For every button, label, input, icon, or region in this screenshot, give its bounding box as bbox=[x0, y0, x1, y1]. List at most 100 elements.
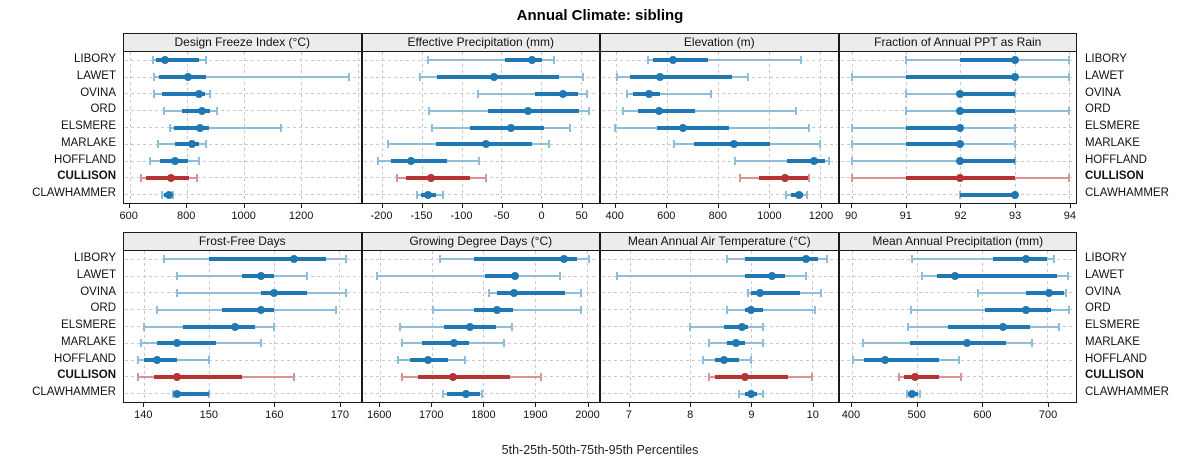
interquartile-bar-25th-75th bbox=[960, 58, 1015, 63]
median-dot bbox=[907, 389, 916, 398]
median-dot bbox=[172, 389, 181, 398]
station-label-hoffland: HOFFLAND bbox=[1085, 352, 1147, 365]
axis-tick-label: 700 bbox=[1038, 409, 1058, 421]
figure-caption: 5th-25th-50th-75th-95th Percentiles bbox=[501, 443, 699, 457]
axis-tick-mark bbox=[186, 204, 188, 208]
horizontal-gridline bbox=[602, 393, 837, 395]
axis-tick-label: 1200 bbox=[288, 210, 314, 222]
axis-tick-mark bbox=[535, 403, 537, 407]
axis-tick-label: 50 bbox=[575, 210, 588, 222]
median-dot bbox=[668, 56, 677, 65]
median-dot bbox=[747, 305, 756, 314]
whisker-cap bbox=[905, 106, 908, 115]
station-label-hoffland: HOFFLAND bbox=[54, 352, 116, 365]
median-dot bbox=[795, 190, 804, 199]
station-labels-right: LIBORY LAWET OVINA ORD ELSMERE MARLAKE HOFFLAN… bbox=[1077, 33, 1200, 231]
whisker-cap bbox=[260, 339, 263, 348]
panel-x-axis: -200 -150 -100 -50 0 50 bbox=[362, 204, 601, 230]
station-label-marlake: MARLAKE bbox=[1085, 136, 1140, 149]
axis-tick-mark bbox=[982, 403, 984, 407]
axis-tick-label: 1900 bbox=[523, 409, 548, 421]
whisker-cap bbox=[195, 173, 198, 182]
axis-tick-mark bbox=[541, 204, 543, 208]
median-dot bbox=[730, 140, 739, 149]
station-label-marlake: MARLAKE bbox=[61, 136, 116, 149]
panel-7: Mean Annual Precipitation (mm) 400 500 600 7… bbox=[838, 232, 1078, 430]
whisker-cap bbox=[762, 389, 765, 398]
whisker-cap bbox=[707, 339, 710, 348]
whisker-cap bbox=[347, 73, 350, 82]
median-dot bbox=[426, 173, 435, 182]
station-label-cullison: CULLISON bbox=[57, 369, 116, 382]
horizontal-gridline bbox=[840, 194, 1075, 196]
median-dot bbox=[1010, 56, 1019, 65]
whisker-cap bbox=[616, 272, 619, 281]
whisker-cap bbox=[673, 140, 676, 149]
median-dot bbox=[183, 73, 192, 82]
panel-header: Elevation (m) bbox=[600, 33, 839, 52]
axis-tick-label: 170 bbox=[330, 409, 350, 421]
interquartile-bar-25th-75th bbox=[417, 374, 510, 379]
median-dot bbox=[524, 106, 533, 115]
axis-tick-label: 2000 bbox=[575, 409, 600, 421]
median-dot bbox=[198, 106, 207, 115]
interquartile-bar-25th-75th bbox=[909, 341, 1007, 346]
whisker-cap bbox=[558, 272, 561, 281]
horizontal-gridline bbox=[125, 110, 360, 112]
whisker-5th-95th bbox=[377, 275, 560, 278]
axis-tick-mark bbox=[916, 403, 918, 407]
interquartile-bar-25th-75th bbox=[960, 108, 1015, 113]
panel-header: Growing Degree Days (°C) bbox=[361, 232, 600, 251]
interquartile-bar-25th-75th bbox=[714, 374, 788, 379]
station-label-elsmere: ELSMERE bbox=[1085, 319, 1140, 332]
whisker-5th-95th bbox=[626, 92, 712, 95]
whisker-cap bbox=[175, 288, 178, 297]
axis-tick-label: 140 bbox=[134, 409, 153, 421]
whisker-cap bbox=[152, 73, 155, 82]
panel-x-axis: 7 8 9 10 bbox=[600, 403, 839, 429]
axis-tick-mark bbox=[274, 403, 276, 407]
whisker-cap bbox=[1067, 106, 1070, 115]
whisker-cap bbox=[580, 288, 583, 297]
axis-tick-label: 500 bbox=[907, 409, 926, 421]
axis-tick-label: 800 bbox=[177, 210, 196, 222]
interquartile-bar-25th-75th bbox=[960, 159, 1015, 164]
whisker-cap bbox=[163, 106, 166, 115]
whisker-cap bbox=[153, 89, 156, 98]
whisker-cap bbox=[897, 372, 900, 381]
interquartile-bar-25th-75th bbox=[261, 290, 307, 295]
interquartile-bar-25th-75th bbox=[629, 75, 732, 80]
median-dot bbox=[731, 339, 740, 348]
interquartile-bar-25th-75th bbox=[787, 159, 826, 164]
axis-tick-label: 1700 bbox=[419, 409, 444, 421]
median-dot bbox=[1010, 73, 1019, 82]
whisker-cap bbox=[762, 322, 765, 331]
interquartile-bar-25th-75th bbox=[406, 175, 470, 180]
interquartile-bar-25th-75th bbox=[222, 307, 275, 312]
whisker-cap bbox=[906, 322, 909, 331]
whisker-cap bbox=[156, 140, 159, 149]
panel-plot bbox=[123, 52, 362, 204]
panel-x-axis: 400 500 600 700 bbox=[839, 403, 1078, 429]
panel-x-axis: 400 600 800 1000 1200 bbox=[600, 204, 839, 230]
axis-tick-label: 8 bbox=[687, 409, 694, 421]
median-dot bbox=[950, 272, 959, 281]
horizontal-gridline bbox=[125, 59, 360, 61]
whisker-cap bbox=[175, 272, 178, 281]
median-dot bbox=[559, 89, 568, 98]
whisker-cap bbox=[136, 372, 139, 381]
whisker-cap bbox=[169, 123, 172, 132]
whisker-cap bbox=[818, 140, 821, 149]
interquartile-bar-25th-75th bbox=[960, 91, 1015, 96]
whisker-cap bbox=[334, 305, 337, 314]
whisker-5th-95th bbox=[648, 59, 802, 62]
station-label-lawet: LAWET bbox=[1085, 69, 1125, 82]
axis-tick-label: 150 bbox=[199, 409, 219, 421]
axis-tick-mark bbox=[501, 204, 503, 208]
whisker-cap bbox=[810, 372, 813, 381]
interquartile-bar-25th-75th bbox=[653, 58, 709, 63]
interquartile-bar-25th-75th bbox=[1025, 290, 1064, 295]
interquartile-bar-25th-75th bbox=[437, 75, 560, 80]
whisker-cap bbox=[376, 272, 379, 281]
